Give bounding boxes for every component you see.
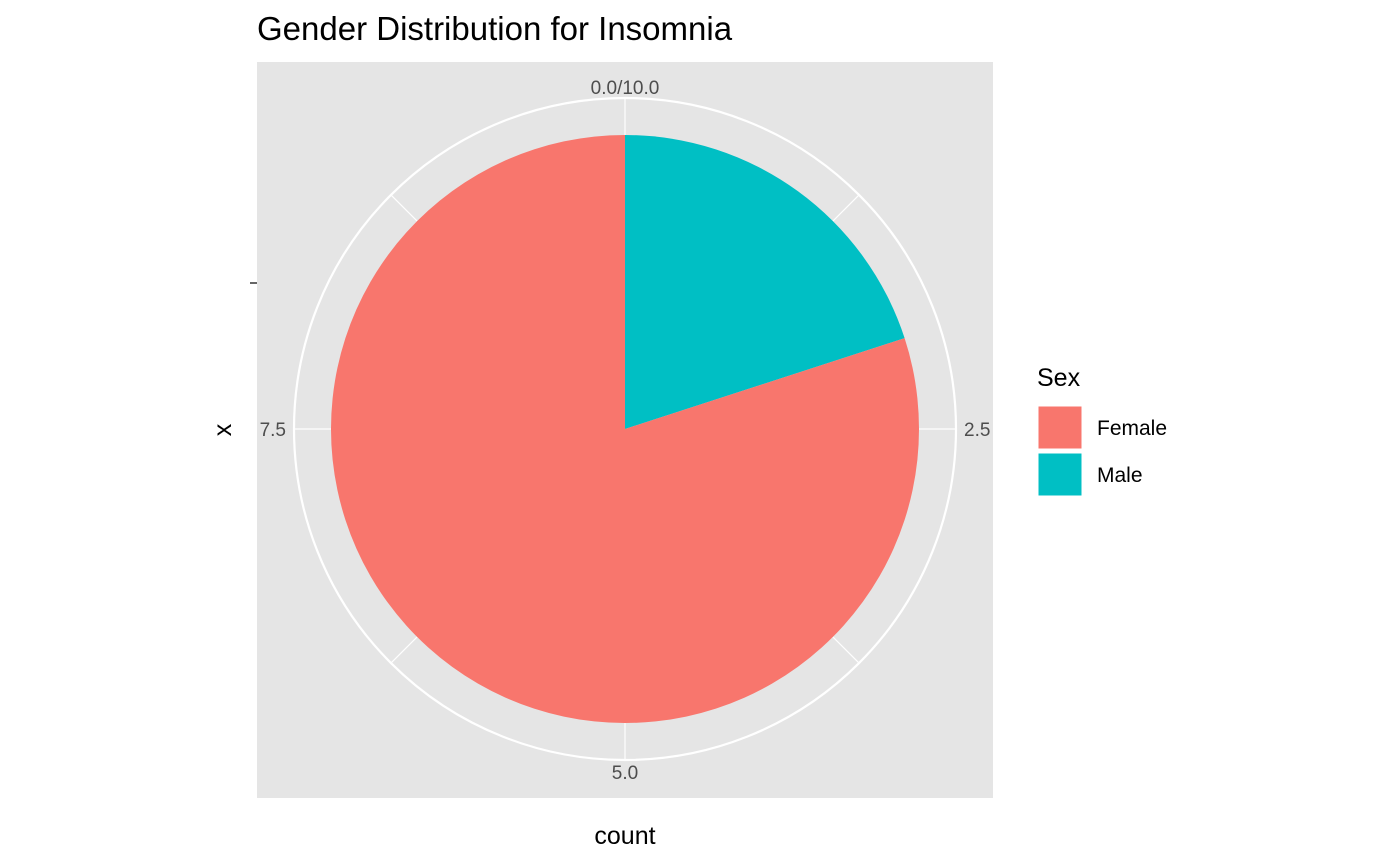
grid-spoke (832, 636, 860, 664)
legend-key-female (1037, 405, 1083, 450)
theta-tick-label: 2.5 (964, 420, 990, 441)
y-axis-title: x (209, 423, 237, 436)
chart-title: Gender Distribution for Insomnia (257, 10, 733, 47)
legend-title: Sex (1037, 364, 1081, 392)
pie-slice-male (625, 135, 905, 429)
pie-slice-female (330, 135, 919, 723)
theta-tick-label: 0.0/10.0 (591, 78, 660, 99)
theta-tick-label: 7.5 (260, 420, 286, 441)
legend-label-female: Female (1097, 417, 1167, 440)
theta-tick-label: 5.0 (612, 763, 638, 784)
pie-slices (330, 135, 919, 723)
legend: Sex Female Male (1037, 364, 1167, 497)
legend-key-male (1037, 452, 1083, 497)
polar-grid (292, 96, 958, 762)
x-axis-title: count (594, 822, 655, 850)
theta-axis: 0.0/10.0 2.5 5.0 7.5 (260, 78, 991, 784)
grid-spoke (832, 194, 860, 222)
legend-label-male: Male (1097, 464, 1143, 487)
grid-spoke (390, 194, 418, 222)
grid-spoke (390, 636, 418, 664)
